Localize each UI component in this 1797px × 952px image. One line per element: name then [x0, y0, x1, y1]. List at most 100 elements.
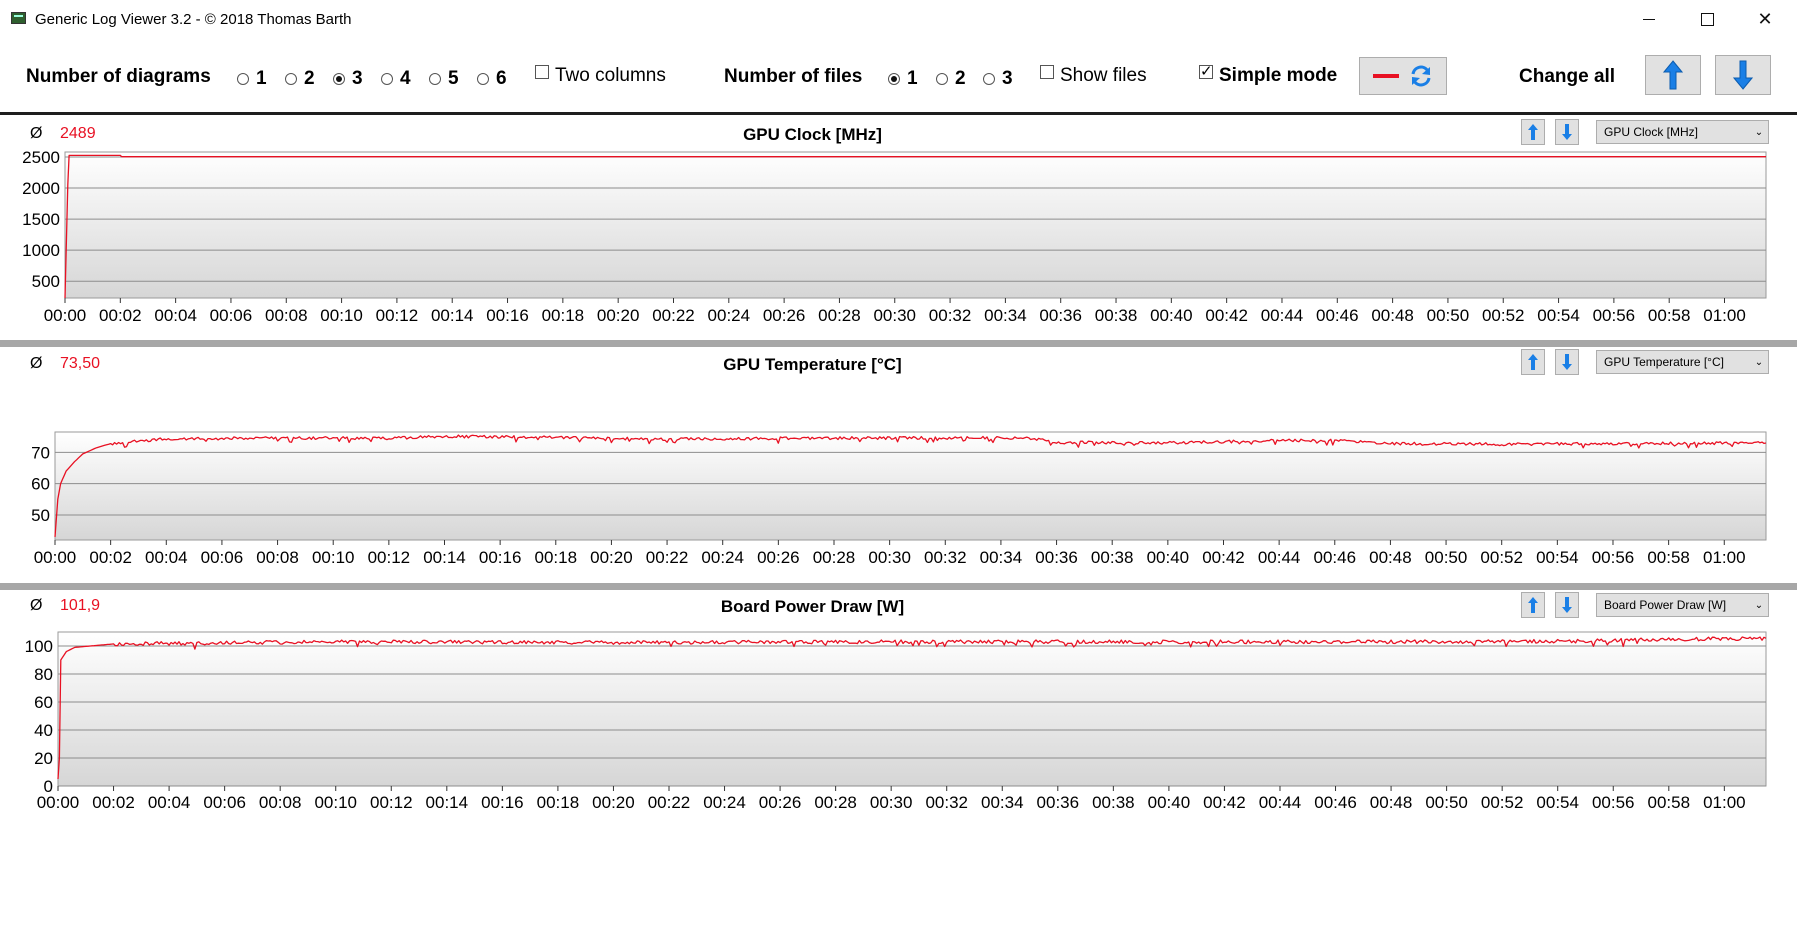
x-tick-label: 00:32	[924, 548, 967, 567]
x-tick-label: 00:28	[818, 306, 861, 325]
x-tick-label: 00:06	[201, 548, 244, 567]
x-tick-label: 00:40	[1148, 793, 1191, 812]
series-line	[54, 434, 1767, 537]
x-tick-label: 00:58	[1648, 793, 1691, 812]
chevron-down-icon: ⌄	[1754, 356, 1764, 368]
y-tick-label: 20	[34, 749, 53, 768]
gpu-clock-chart: 500 1000 1500 2000 2500 00:00 00:02 00:04 00:06 0…	[22, 148, 1767, 325]
files-radio-3[interactable]: 3	[983, 68, 1013, 90]
x-tick-label: 00:58	[1648, 306, 1691, 325]
change-all-label: Change all	[1519, 66, 1616, 87]
radio-label: 2	[304, 68, 315, 89]
series-select[interactable]: Board Power Draw [W] ⌄	[1596, 593, 1769, 617]
x-tick-label: 00:36	[1039, 306, 1082, 325]
x-tick-label: 00:02	[89, 548, 132, 567]
x-tick-label: 00:26	[759, 793, 802, 812]
x-tick-label: 00:52	[1482, 306, 1525, 325]
x-tick-label: 00:20	[592, 793, 635, 812]
diagrams-radio-5[interactable]: 5	[429, 68, 459, 90]
x-tick-label: 01:00	[1703, 793, 1746, 812]
maximize-button[interactable]	[1679, 0, 1735, 38]
diagrams-radio-3[interactable]: 3	[333, 68, 363, 90]
x-tick-label: 00:14	[423, 548, 466, 567]
panel-separator	[0, 340, 1797, 347]
change-all-up-button[interactable]	[1645, 55, 1701, 95]
x-tick-label: 00:44	[1258, 548, 1301, 567]
average-symbol: Ø	[30, 355, 43, 372]
arrow-down-icon	[1562, 354, 1572, 370]
files-radio-1[interactable]: 1	[888, 68, 918, 90]
x-tick-label: 00:38	[1091, 548, 1134, 567]
x-tick-label: 00:14	[431, 306, 474, 325]
board-power-chart: 0 20 40 60 80 100 00:00 00:02 00:04 00:06 00:08 00:…	[25, 631, 1767, 812]
x-tick-label: 00:30	[870, 793, 913, 812]
move-up-button[interactable]	[1521, 119, 1545, 145]
x-tick-label: 00:22	[652, 306, 695, 325]
y-tick-label: 0	[44, 777, 53, 796]
change-all-down-button[interactable]	[1715, 55, 1771, 95]
radio-label: 1	[256, 68, 267, 89]
x-tick-label: 00:04	[148, 793, 191, 812]
radio-selected-icon	[888, 73, 900, 85]
x-tick-label: 00:52	[1480, 548, 1523, 567]
panel-separator	[0, 583, 1797, 590]
radio-icon	[237, 73, 249, 85]
x-tick-label: 00:22	[646, 548, 689, 567]
x-tick-label: 00:30	[868, 548, 911, 567]
minimize-button[interactable]	[1621, 0, 1677, 38]
move-up-button[interactable]	[1521, 592, 1545, 618]
move-up-button[interactable]	[1521, 349, 1545, 375]
diagrams-radio-1[interactable]: 1	[237, 68, 267, 90]
move-down-button[interactable]	[1555, 592, 1579, 618]
plot-area	[54, 431, 1767, 541]
radio-label: 1	[907, 68, 918, 89]
x-tick-label: 00:32	[929, 306, 972, 325]
diagram-panel-2: Ø 73,50 GPU Temperature [°C] GPU Tempera…	[0, 347, 1797, 583]
x-tick-label: 00:52	[1481, 793, 1524, 812]
series-select[interactable]: GPU Temperature [°C] ⌄	[1596, 350, 1769, 374]
move-down-button[interactable]	[1555, 349, 1579, 375]
x-tick-label: 00:48	[1370, 793, 1413, 812]
y-tick-label: 70	[31, 443, 50, 462]
x-tick-label: 00:46	[1313, 548, 1356, 567]
show-files-checkbox[interactable]: Show files	[1040, 65, 1147, 87]
close-button[interactable]: ✕	[1737, 0, 1793, 38]
x-tick-label: 00:16	[486, 306, 529, 325]
x-tick-label: 00:20	[590, 548, 633, 567]
files-label: Number of files	[724, 66, 863, 87]
x-tick-label: 00:38	[1095, 306, 1138, 325]
x-tick-label: 00:56	[1592, 793, 1635, 812]
x-tick-label: 00:18	[535, 548, 578, 567]
average-value: 101,9	[60, 597, 101, 614]
x-tick-label: 00:04	[154, 306, 197, 325]
x-tick-label: 00:40	[1150, 306, 1193, 325]
diagrams-radio-4[interactable]: 4	[381, 68, 411, 90]
x-tick-label: 00:48	[1371, 306, 1414, 325]
y-tick-label: 60	[34, 693, 53, 712]
x-tick-label: 00:50	[1427, 306, 1470, 325]
radio-label: 3	[1002, 68, 1013, 89]
x-tick-label: 00:26	[757, 548, 800, 567]
diagrams-label: Number of diagrams	[26, 66, 211, 87]
radio-selected-icon	[333, 73, 345, 85]
chevron-down-icon: ⌄	[1754, 126, 1764, 138]
radio-icon	[983, 73, 995, 85]
diagrams-radio-2[interactable]: 2	[285, 68, 315, 90]
minimize-icon	[1643, 18, 1655, 20]
x-tick-label: 00:50	[1425, 548, 1468, 567]
arrow-up-icon	[1528, 124, 1538, 140]
chevron-down-icon: ⌄	[1754, 599, 1764, 611]
series-select[interactable]: GPU Clock [MHz] ⌄	[1596, 120, 1769, 144]
move-down-button[interactable]	[1555, 119, 1579, 145]
window-title: Generic Log Viewer 3.2 - © 2018 Thomas B…	[35, 11, 352, 28]
x-tick-label: 00:02	[99, 306, 142, 325]
y-tick-label: 50	[31, 506, 50, 525]
simple-mode-checkbox[interactable]: ✓ Simple mode	[1199, 64, 1337, 87]
average-symbol: Ø	[30, 125, 43, 142]
files-radio-2[interactable]: 2	[936, 68, 966, 90]
diagrams-radio-6[interactable]: 6	[477, 68, 507, 90]
series-color-refresh-button[interactable]	[1359, 57, 1447, 95]
x-tick-label: 00:54	[1536, 548, 1579, 567]
arrow-up-icon	[1663, 60, 1683, 90]
two-columns-checkbox[interactable]: Two columns	[535, 65, 666, 87]
